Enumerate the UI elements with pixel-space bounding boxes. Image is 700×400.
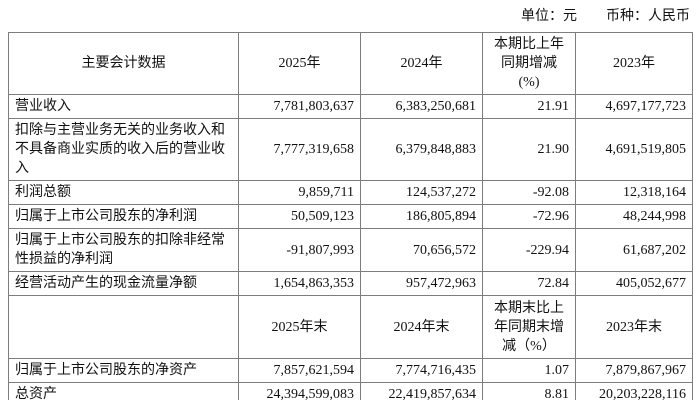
value-change: -72.96 xyxy=(482,204,576,229)
value-2025: 24,394,599,083 xyxy=(238,382,361,400)
value-change: 21.91 xyxy=(482,94,576,119)
currency-label: 币种：人民币 xyxy=(606,9,690,24)
value-2025: 7,781,803,637 xyxy=(238,94,361,119)
unit-currency-line: 单位：元 币种：人民币 xyxy=(8,8,690,26)
table-row-operating-cash-flow: 经营活动产生的现金流量净额 1,654,863,353 957,472,963 … xyxy=(8,271,693,296)
value-2024: 6,379,848,883 xyxy=(360,118,483,181)
value-2023: 61,687,202 xyxy=(575,228,693,272)
header-row-annual: 主要会计数据 2025年 2024年 本期比上年 同期增减 (%) 2023年 xyxy=(8,32,693,95)
col-header-2024: 2024年 xyxy=(360,32,483,95)
value-change: 21.90 xyxy=(482,118,576,181)
metric-label: 营业收入 xyxy=(8,94,239,119)
value-2025: 9,859,711 xyxy=(238,180,361,205)
key-accounting-data-table: 主要会计数据 2025年 2024年 本期比上年 同期增减 (%) 2023年 … xyxy=(8,32,693,400)
value-change: 72.84 xyxy=(482,271,576,296)
value-2025: 7,777,319,658 xyxy=(238,118,361,181)
table-row-adjusted-revenue: 扣除与主营业务无关的业务收入和不具备商业实质的收入后的营业收入 7,777,31… xyxy=(8,118,693,181)
value-2025: 7,857,621,594 xyxy=(238,358,361,383)
value-2023: 20,203,228,116 xyxy=(575,382,693,400)
metric-label: 归属于上市公司股东的扣除非经常性损益的净利润 xyxy=(8,228,239,272)
value-2024: 124,537,272 xyxy=(360,180,483,205)
metric-label: 利润总额 xyxy=(8,180,239,205)
value-2023: 4,691,519,805 xyxy=(575,118,693,181)
value-2024: 6,383,250,681 xyxy=(360,94,483,119)
col-header-2024-end: 2024年末 xyxy=(360,295,483,359)
table-row-total-profit: 利润总额 9,859,711 124,537,272 -92.08 12,318… xyxy=(8,180,693,205)
table-row-revenue: 营业收入 7,781,803,637 6,383,250,681 21.91 4… xyxy=(8,94,693,119)
col-header-blank xyxy=(8,295,239,359)
value-2024: 186,805,894 xyxy=(360,204,483,229)
value-change: 8.81 xyxy=(482,382,576,400)
table-row-net-profit-excl-nonrecurring: 归属于上市公司股东的扣除非经常性损益的净利润 -91,807,993 70,65… xyxy=(8,228,693,272)
col-header-2023: 2023年 xyxy=(575,32,693,95)
metric-label: 经营活动产生的现金流量净额 xyxy=(8,271,239,296)
table-row-net-assets: 归属于上市公司股东的净资产 7,857,621,594 7,774,716,43… xyxy=(8,358,693,383)
col-header-2023-end: 2023年末 xyxy=(575,295,693,359)
value-2023: 7,879,867,967 xyxy=(575,358,693,383)
metric-label: 总资产 xyxy=(8,382,239,400)
metric-label: 归属于上市公司股东的净资产 xyxy=(8,358,239,383)
metric-label: 扣除与主营业务无关的业务收入和不具备商业实质的收入后的营业收入 xyxy=(8,118,239,181)
metric-label: 归属于上市公司股东的净利润 xyxy=(8,204,239,229)
table-row-net-profit: 归属于上市公司股东的净利润 50,509,123 186,805,894 -72… xyxy=(8,204,693,229)
col-header-2025: 2025年 xyxy=(238,32,361,95)
value-2025: 1,654,863,353 xyxy=(238,271,361,296)
value-2024: 957,472,963 xyxy=(360,271,483,296)
value-2025: 50,509,123 xyxy=(238,204,361,229)
value-change: -229.94 xyxy=(482,228,576,272)
header-row-end-of-period: 2025年末 2024年末 本期末比上 年同期末增 减（%） 2023年末 xyxy=(8,295,693,359)
value-2023: 12,318,164 xyxy=(575,180,693,205)
col-header-yoy-change: 本期比上年 同期增减 (%) xyxy=(482,32,576,95)
value-2024: 7,774,716,435 xyxy=(360,358,483,383)
col-header-2025-end: 2025年末 xyxy=(238,295,361,359)
col-header-eop-change: 本期末比上 年同期末增 减（%） xyxy=(482,295,576,359)
value-2023: 405,052,677 xyxy=(575,271,693,296)
table-row-total-assets: 总资产 24,394,599,083 22,419,857,634 8.81 2… xyxy=(8,382,693,400)
value-2023: 48,244,998 xyxy=(575,204,693,229)
value-2024: 70,656,572 xyxy=(360,228,483,272)
value-change: 1.07 xyxy=(482,358,576,383)
value-2023: 4,697,177,723 xyxy=(575,94,693,119)
value-change: -92.08 xyxy=(482,180,576,205)
col-header-metric: 主要会计数据 xyxy=(8,32,239,95)
unit-label: 单位：元 xyxy=(521,9,577,24)
value-2025: -91,807,993 xyxy=(238,228,361,272)
value-2024: 22,419,857,634 xyxy=(360,382,483,400)
